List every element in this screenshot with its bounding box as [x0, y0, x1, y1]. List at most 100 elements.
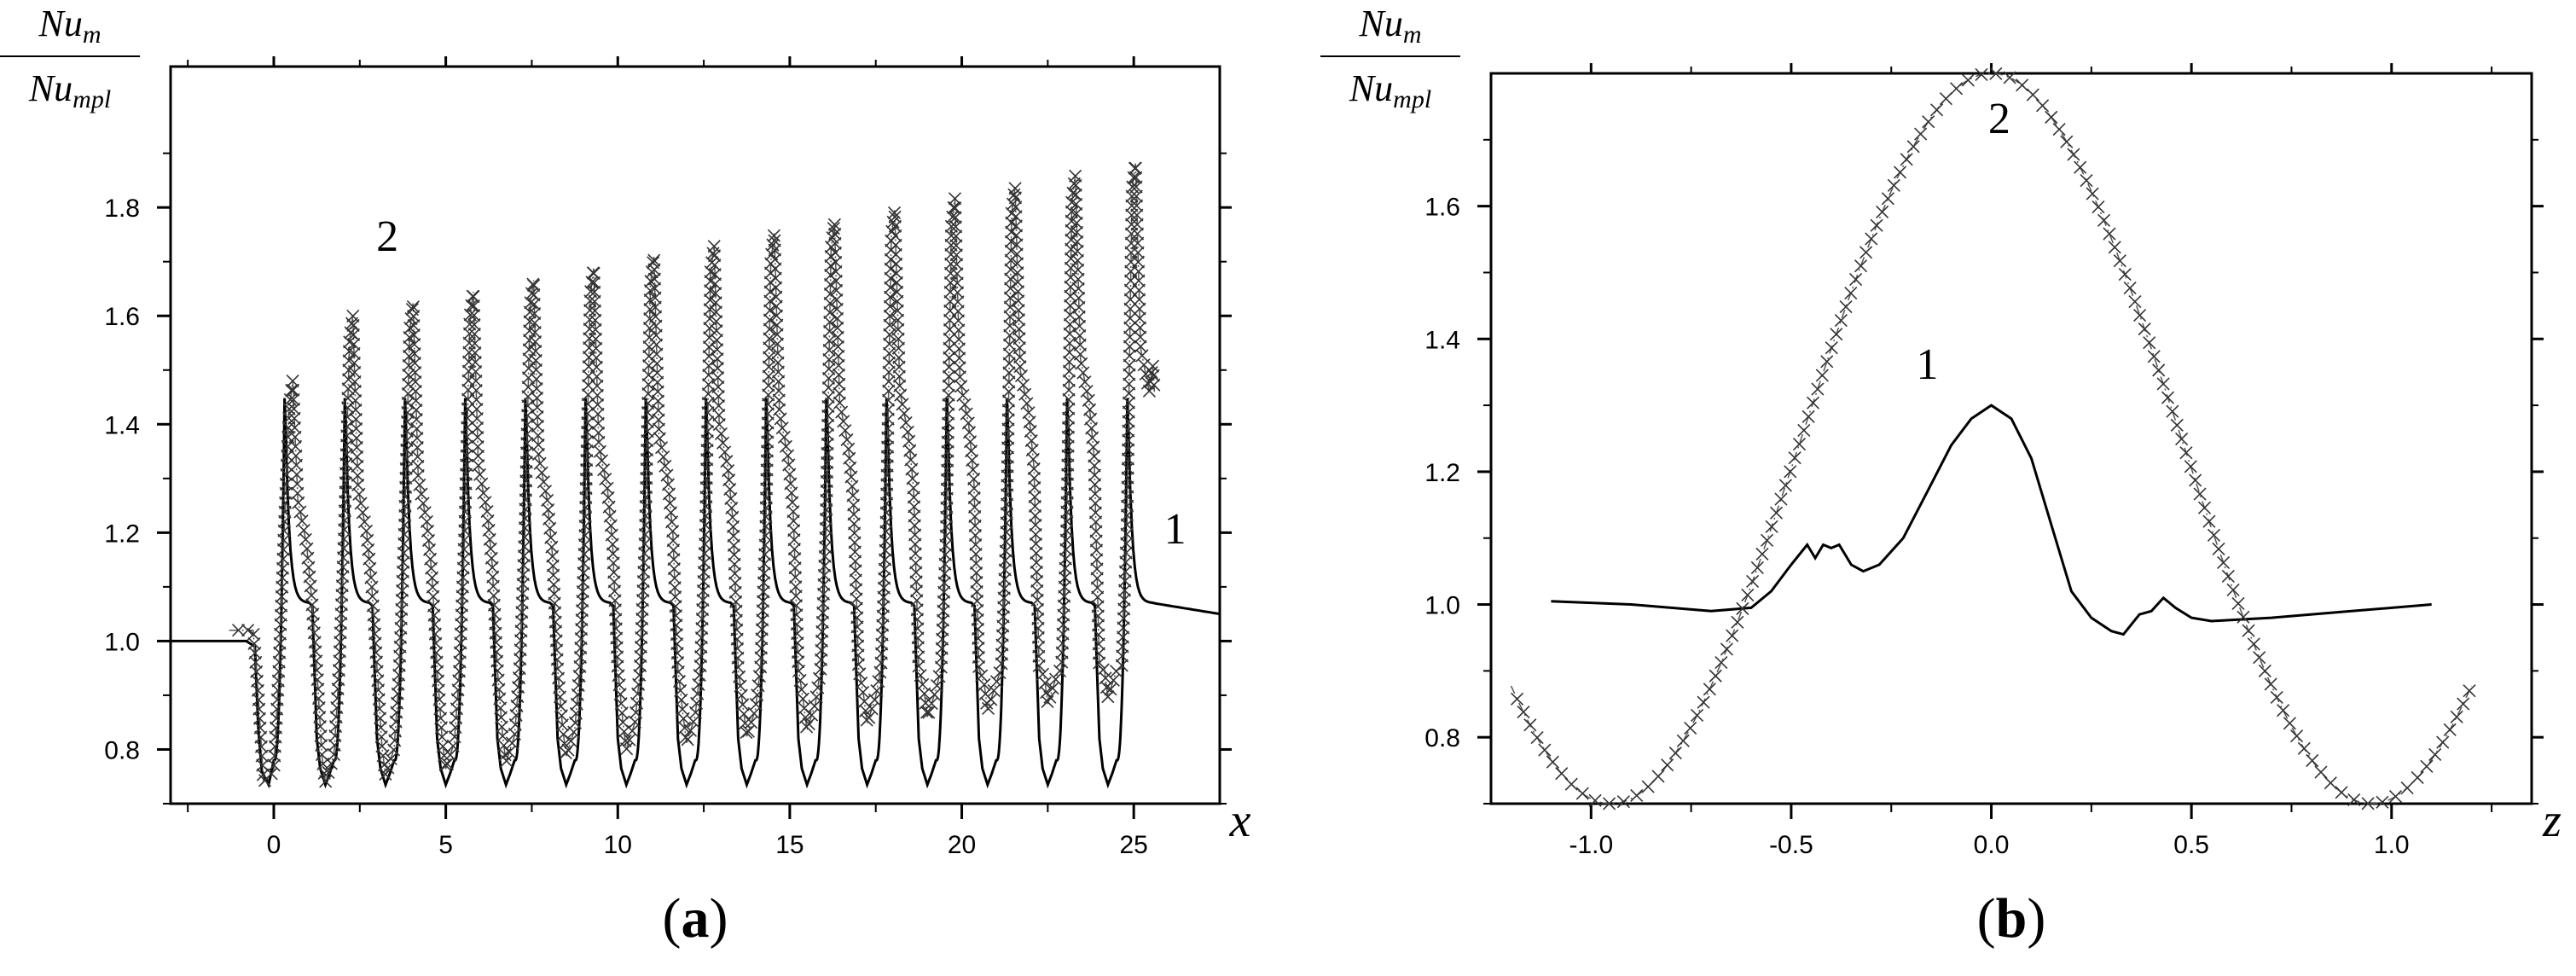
series-2-cross	[882, 365, 896, 379]
series-2-cross	[819, 540, 833, 554]
series-2-cross	[1078, 375, 1092, 389]
series-2-cross	[1870, 218, 1883, 232]
series-2-cross	[891, 313, 905, 327]
series-2-cross	[775, 421, 789, 435]
series-2-cross	[473, 468, 487, 481]
series-2-cross	[2123, 281, 2137, 295]
series-2-cross	[1059, 561, 1072, 575]
series-2-cross	[515, 596, 529, 610]
series-2-cross	[2237, 610, 2250, 624]
series-2-cross	[1000, 507, 1013, 520]
series-2-cross	[1062, 392, 1076, 406]
series-2-cross	[1849, 273, 1863, 287]
series-2-cross	[1072, 300, 1086, 314]
series-2-cross	[623, 733, 636, 747]
series-2-cross	[1009, 210, 1023, 224]
series-2-cross	[942, 407, 955, 421]
series-2-cross	[2166, 404, 2179, 418]
series-2-cross	[1057, 599, 1070, 613]
series-2-cross	[589, 313, 602, 327]
x-tick-label: 5	[438, 831, 453, 859]
series-2-cross	[580, 435, 594, 449]
series-2-cross	[975, 669, 989, 683]
series-2-cross	[398, 508, 412, 522]
series-2-cross	[759, 510, 773, 524]
series-2-cross	[518, 540, 531, 554]
series-2-cross	[815, 615, 829, 629]
series-2-cross	[564, 734, 577, 748]
series-2-cross	[911, 631, 925, 645]
series-2-cross	[772, 384, 786, 398]
series-2-cross	[1069, 178, 1082, 192]
series-2-cross	[467, 318, 481, 332]
series-2-cross	[398, 490, 412, 503]
series-2-cross	[2060, 135, 2074, 148]
series-2-cross	[943, 360, 956, 374]
series-2-cross	[831, 340, 845, 353]
series-2-cross	[2258, 664, 2271, 677]
series-2-cross	[1119, 546, 1133, 560]
series-2-cross	[790, 618, 804, 631]
series-2-cross	[1030, 602, 1045, 616]
series-2-cross	[700, 434, 714, 448]
series-2-cross	[879, 553, 892, 566]
series-2-cross	[730, 632, 744, 646]
series-2-cross	[829, 264, 843, 278]
series-2-cross	[1135, 349, 1149, 363]
series-2-cross	[850, 583, 863, 596]
series-2-cross	[1076, 366, 1090, 380]
series-2-cross	[821, 409, 835, 422]
series-2-cross	[1003, 291, 1017, 305]
series-2-cross	[899, 415, 913, 430]
series-2-cross	[1059, 543, 1073, 556]
series-2-cross	[1001, 413, 1015, 427]
series-2-cross	[850, 601, 863, 615]
series-2-cross	[2290, 729, 2304, 743]
series-2-cross	[577, 538, 591, 552]
series-2-cross	[649, 328, 663, 342]
series-2-cross	[761, 435, 775, 449]
series-2-cross	[467, 290, 480, 304]
series-2-cross	[1834, 314, 1848, 328]
series-2-cross	[701, 406, 715, 420]
series-2-cross	[281, 421, 295, 434]
series-2-cross	[830, 302, 844, 316]
series-2-cross	[1030, 555, 1043, 569]
series-2-cross	[287, 402, 301, 415]
series-2-cross	[333, 654, 346, 668]
y-axis-label-numerator: Num	[38, 3, 101, 49]
series-2-cross	[334, 607, 348, 621]
series-2-cross	[770, 318, 784, 332]
series-2-cross	[894, 388, 908, 402]
series-2-cross	[573, 650, 587, 665]
series-2-cross	[279, 486, 293, 500]
series-2-cross	[500, 754, 513, 768]
series-2-cross	[832, 349, 845, 363]
series-2-cross	[670, 637, 684, 651]
series-2-cross	[1012, 341, 1026, 355]
series-2-cross	[938, 566, 952, 580]
series-2-cross	[759, 520, 773, 533]
series-2-cross	[908, 519, 921, 532]
series-2-cross	[949, 248, 963, 262]
series-2-cross	[1616, 795, 1630, 809]
x-tick-label: 10	[604, 831, 632, 859]
series-2-cross	[865, 702, 879, 716]
series-2-cross	[791, 627, 804, 641]
series-2-cross	[1123, 358, 1136, 372]
series-2-cross	[1003, 310, 1017, 323]
series-2-cross	[892, 369, 907, 383]
series-2-cross	[607, 566, 621, 579]
series-2-cross	[819, 512, 833, 526]
series-2-cross	[1065, 214, 1078, 228]
series-2-cross	[770, 337, 785, 351]
series-2-cross	[712, 399, 726, 413]
series-2-cross	[2179, 446, 2193, 460]
series-2-cross	[578, 529, 592, 543]
series-2-cross	[2113, 254, 2126, 268]
series-2-cross	[731, 651, 745, 665]
series-2-cross	[1900, 153, 1913, 166]
series-2-cross	[774, 412, 787, 426]
series-2-cross	[468, 355, 482, 369]
series-2-cross	[528, 325, 542, 340]
